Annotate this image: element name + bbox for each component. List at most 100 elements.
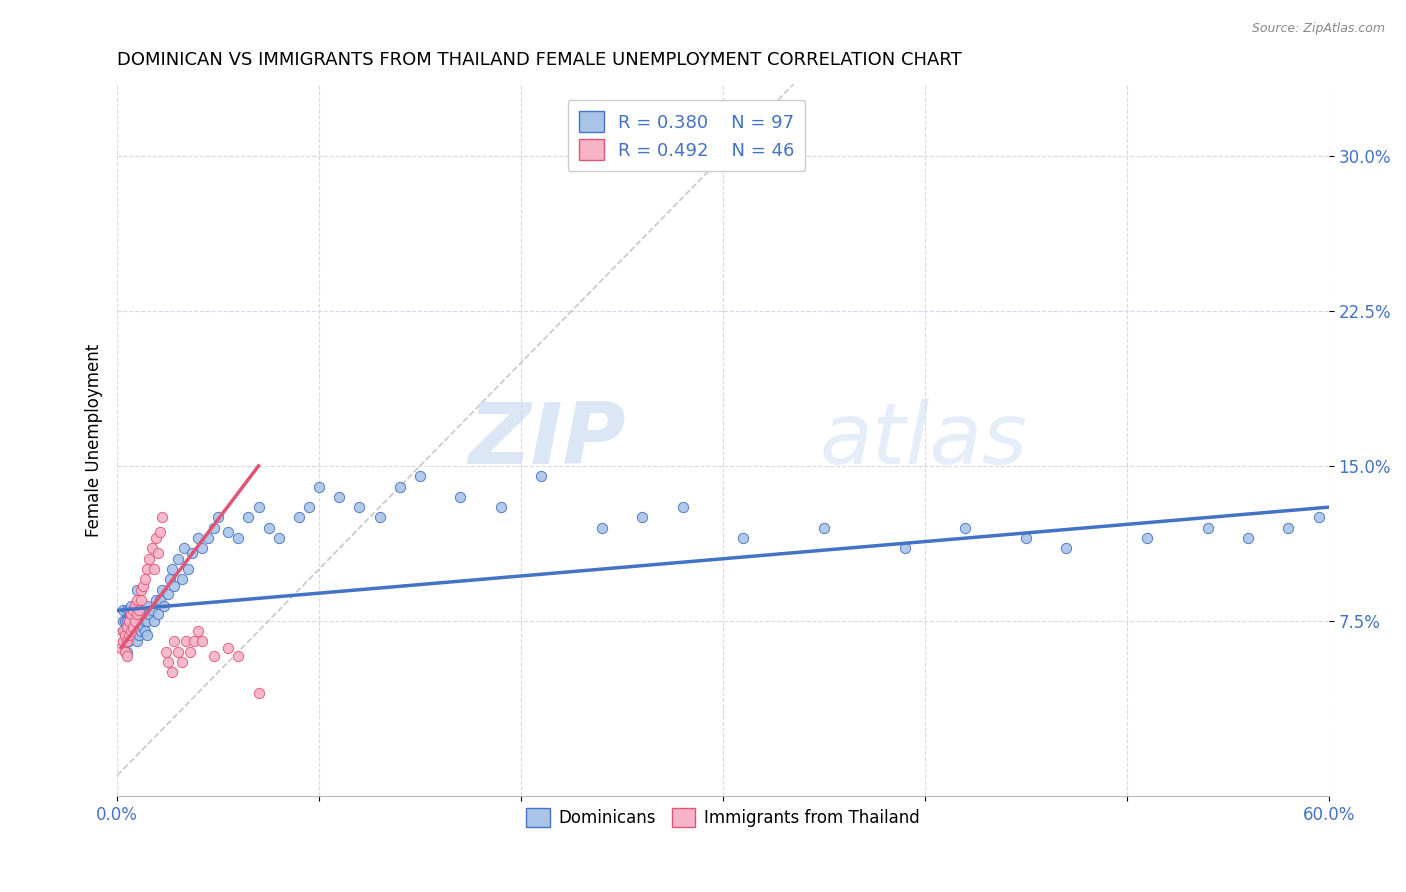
- Point: [112, 624, 135, 638]
- Point: [118, 628, 141, 642]
- Point: [170, 573, 193, 587]
- Point: [134, 614, 156, 628]
- Point: [197, 531, 219, 545]
- Point: [120, 599, 142, 614]
- Point: [120, 628, 142, 642]
- Point: [138, 607, 160, 622]
- Point: [166, 645, 188, 659]
- Point: [112, 614, 135, 628]
- Point: [149, 593, 172, 607]
- Point: [117, 645, 139, 659]
- Point: [118, 624, 141, 638]
- Point: [127, 599, 149, 614]
- Text: Source: ZipAtlas.com: Source: ZipAtlas.com: [1251, 22, 1385, 36]
- Point: [127, 624, 149, 638]
- Point: [124, 617, 146, 632]
- Point: [150, 582, 173, 597]
- Point: [122, 614, 145, 628]
- Point: [118, 634, 141, 648]
- Point: [117, 634, 139, 648]
- Text: atlas: atlas: [820, 399, 1028, 482]
- Point: [173, 541, 195, 556]
- Point: [134, 573, 156, 587]
- Point: [146, 607, 169, 622]
- Point: [166, 551, 188, 566]
- Point: [228, 648, 250, 663]
- Point: [132, 607, 155, 622]
- Point: [247, 686, 270, 700]
- Point: [187, 624, 209, 638]
- Point: [170, 655, 193, 669]
- Point: [114, 628, 136, 642]
- Point: [124, 599, 146, 614]
- Point: [1237, 531, 1260, 545]
- Point: [117, 620, 139, 634]
- Point: [128, 603, 150, 617]
- Point: [138, 551, 160, 566]
- Point: [128, 628, 150, 642]
- Point: [141, 603, 163, 617]
- Point: [132, 620, 155, 634]
- Point: [127, 582, 149, 597]
- Point: [288, 510, 311, 524]
- Point: [142, 562, 165, 576]
- Point: [733, 531, 755, 545]
- Point: [191, 634, 214, 648]
- Point: [1054, 541, 1077, 556]
- Y-axis label: Female Unemployment: Female Unemployment: [86, 343, 103, 537]
- Point: [128, 603, 150, 617]
- Point: [328, 490, 350, 504]
- Point: [179, 645, 201, 659]
- Point: [136, 562, 159, 576]
- Point: [152, 599, 174, 614]
- Point: [160, 562, 183, 576]
- Point: [163, 578, 186, 592]
- Point: [247, 500, 270, 515]
- Point: [149, 524, 172, 539]
- Point: [141, 541, 163, 556]
- Point: [217, 524, 239, 539]
- Point: [127, 607, 149, 622]
- Point: [124, 628, 146, 642]
- Point: [187, 531, 209, 545]
- Point: [131, 614, 153, 628]
- Point: [120, 607, 142, 622]
- Point: [114, 634, 136, 648]
- Point: [112, 603, 135, 617]
- Point: [118, 614, 141, 628]
- Point: [388, 479, 411, 493]
- Point: [631, 510, 654, 524]
- Point: [118, 603, 141, 617]
- Point: [114, 645, 136, 659]
- Point: [128, 614, 150, 628]
- Point: [145, 593, 167, 607]
- Point: [127, 634, 149, 648]
- Point: [145, 531, 167, 545]
- Point: [134, 624, 156, 638]
- Point: [1308, 510, 1330, 524]
- Point: [163, 634, 186, 648]
- Point: [136, 599, 159, 614]
- Point: [117, 603, 139, 617]
- Point: [142, 614, 165, 628]
- Point: [117, 614, 139, 628]
- Point: [267, 531, 290, 545]
- Point: [120, 620, 142, 634]
- Point: [114, 614, 136, 628]
- Point: [122, 603, 145, 617]
- Point: [349, 500, 371, 515]
- Point: [449, 490, 471, 504]
- Point: [136, 614, 159, 628]
- Point: [1136, 531, 1159, 545]
- Point: [174, 634, 197, 648]
- Point: [160, 665, 183, 680]
- Point: [117, 624, 139, 638]
- Point: [238, 510, 260, 524]
- Point: [489, 500, 512, 515]
- Point: [131, 593, 153, 607]
- Point: [368, 510, 391, 524]
- Point: [202, 648, 225, 663]
- Point: [114, 624, 136, 638]
- Point: [122, 620, 145, 634]
- Point: [124, 607, 146, 622]
